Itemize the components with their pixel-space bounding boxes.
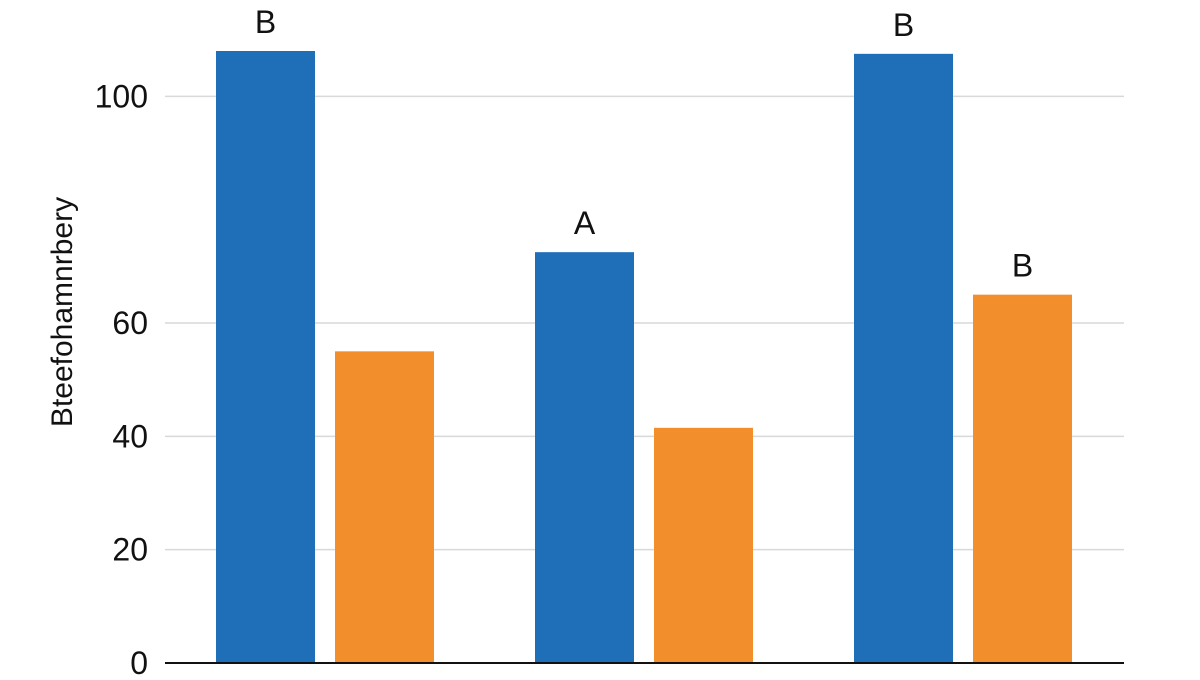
y-tick-label: 100	[95, 78, 148, 114]
y-tick-label: 0	[130, 645, 148, 675]
bar-series-1-3	[854, 53, 953, 664]
bar-series-2-3	[973, 294, 1072, 663]
data-label: B	[1012, 248, 1033, 284]
bar-series-2-2	[654, 427, 753, 663]
y-axis-ticks: 0 20 40 60 100	[95, 78, 148, 680]
y-tick-label: 40	[112, 418, 148, 454]
y-tick-label: 20	[112, 532, 148, 568]
gridlines	[165, 95, 1124, 551]
bar-series-1-2	[535, 252, 634, 663]
bar-series-2-1	[335, 351, 434, 663]
data-label: B	[893, 7, 914, 43]
data-label: A	[574, 205, 596, 241]
bars	[216, 51, 1072, 664]
data-labels: B A B B	[255, 4, 1033, 284]
y-tick-label: 60	[112, 305, 148, 341]
data-label: B	[255, 4, 276, 40]
y-axis-title: Bteefohamnrbery	[46, 197, 79, 427]
bar-series-1-1	[216, 51, 315, 663]
